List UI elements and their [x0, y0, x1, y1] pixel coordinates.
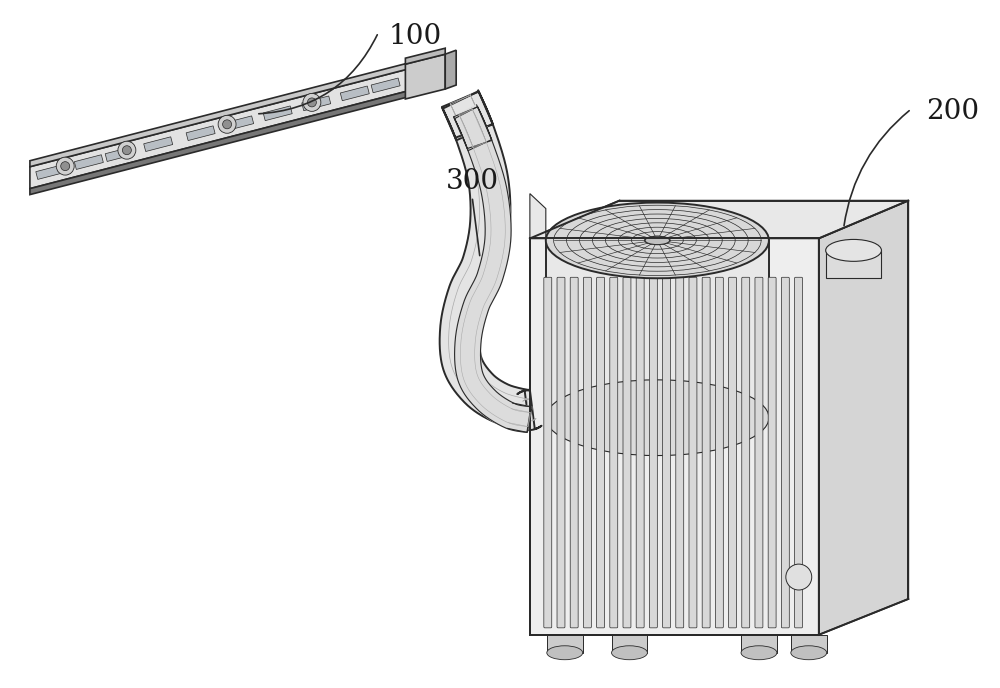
- Circle shape: [307, 98, 316, 107]
- Polygon shape: [225, 116, 254, 131]
- FancyBboxPatch shape: [755, 277, 763, 628]
- FancyBboxPatch shape: [649, 277, 657, 628]
- Polygon shape: [791, 635, 827, 653]
- Polygon shape: [454, 105, 532, 432]
- Ellipse shape: [645, 236, 670, 244]
- Circle shape: [122, 146, 131, 155]
- FancyBboxPatch shape: [663, 277, 671, 628]
- FancyBboxPatch shape: [636, 277, 644, 628]
- Text: 100: 100: [388, 23, 442, 50]
- Polygon shape: [263, 106, 292, 120]
- Text: 200: 200: [926, 98, 979, 125]
- Text: 300: 300: [446, 168, 499, 195]
- FancyBboxPatch shape: [689, 277, 697, 628]
- FancyBboxPatch shape: [795, 277, 802, 628]
- FancyBboxPatch shape: [570, 277, 578, 628]
- Circle shape: [61, 162, 70, 171]
- Polygon shape: [546, 240, 769, 418]
- Circle shape: [218, 116, 236, 133]
- FancyBboxPatch shape: [610, 277, 618, 628]
- Polygon shape: [826, 250, 881, 278]
- Polygon shape: [530, 239, 819, 635]
- FancyBboxPatch shape: [597, 277, 605, 628]
- Polygon shape: [405, 54, 445, 99]
- Ellipse shape: [547, 646, 583, 660]
- Ellipse shape: [741, 646, 777, 660]
- Polygon shape: [30, 89, 415, 195]
- Ellipse shape: [612, 646, 647, 660]
- FancyBboxPatch shape: [715, 277, 723, 628]
- Polygon shape: [741, 635, 777, 653]
- Polygon shape: [371, 78, 400, 93]
- Polygon shape: [340, 86, 369, 100]
- Polygon shape: [405, 48, 445, 64]
- Circle shape: [786, 564, 812, 590]
- Polygon shape: [445, 50, 456, 89]
- Polygon shape: [144, 137, 173, 151]
- Polygon shape: [30, 67, 415, 189]
- Circle shape: [56, 157, 74, 175]
- FancyBboxPatch shape: [702, 277, 710, 628]
- FancyBboxPatch shape: [583, 277, 591, 628]
- FancyBboxPatch shape: [544, 277, 552, 628]
- Polygon shape: [819, 201, 908, 635]
- FancyBboxPatch shape: [623, 277, 631, 628]
- FancyBboxPatch shape: [557, 277, 565, 628]
- Circle shape: [303, 94, 321, 111]
- Ellipse shape: [826, 239, 881, 261]
- FancyBboxPatch shape: [742, 277, 750, 628]
- Circle shape: [118, 141, 136, 159]
- Polygon shape: [186, 126, 215, 140]
- Ellipse shape: [546, 380, 769, 455]
- Polygon shape: [30, 61, 415, 166]
- FancyBboxPatch shape: [781, 277, 789, 628]
- Polygon shape: [36, 164, 65, 180]
- Circle shape: [223, 120, 232, 129]
- Ellipse shape: [546, 202, 769, 278]
- Polygon shape: [530, 201, 908, 239]
- Ellipse shape: [791, 646, 827, 660]
- Polygon shape: [302, 96, 331, 111]
- Polygon shape: [530, 193, 546, 239]
- Polygon shape: [105, 147, 134, 162]
- FancyBboxPatch shape: [676, 277, 684, 628]
- Polygon shape: [440, 91, 542, 430]
- Polygon shape: [74, 155, 103, 169]
- Polygon shape: [547, 635, 583, 653]
- FancyBboxPatch shape: [729, 277, 737, 628]
- FancyBboxPatch shape: [768, 277, 776, 628]
- Polygon shape: [612, 635, 647, 653]
